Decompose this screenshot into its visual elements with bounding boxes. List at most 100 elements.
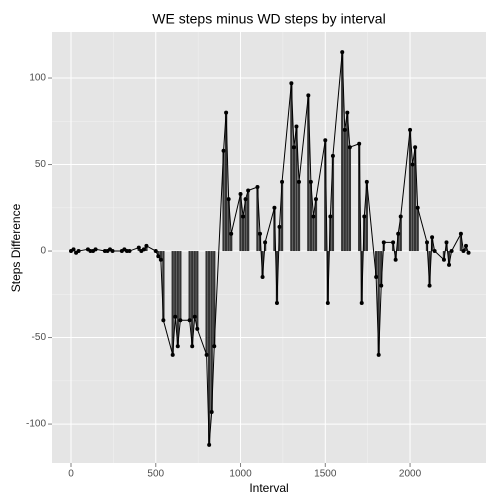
bar bbox=[196, 251, 199, 329]
y-axis-title: Steps Difference bbox=[9, 203, 23, 292]
point bbox=[432, 249, 437, 254]
point bbox=[274, 300, 279, 305]
bar bbox=[222, 150, 225, 252]
point bbox=[238, 191, 243, 196]
point bbox=[258, 231, 263, 236]
point bbox=[127, 249, 132, 254]
bar bbox=[348, 147, 352, 252]
bar bbox=[159, 251, 162, 260]
point bbox=[345, 110, 350, 115]
point bbox=[187, 318, 192, 323]
bar bbox=[442, 251, 446, 260]
point bbox=[241, 214, 246, 219]
x-tick-label: 0 bbox=[68, 469, 74, 480]
point bbox=[463, 243, 468, 248]
point bbox=[291, 145, 296, 150]
point bbox=[207, 442, 212, 447]
bar bbox=[176, 251, 179, 347]
point bbox=[255, 185, 260, 190]
bar bbox=[230, 233, 233, 252]
bar bbox=[324, 140, 327, 252]
bar bbox=[227, 199, 230, 252]
point bbox=[289, 81, 294, 86]
point bbox=[393, 257, 398, 262]
point bbox=[212, 344, 217, 349]
bar bbox=[312, 216, 315, 252]
point bbox=[359, 300, 364, 305]
bar bbox=[399, 216, 402, 252]
point bbox=[427, 283, 432, 288]
bar bbox=[377, 251, 380, 355]
bar bbox=[193, 251, 196, 317]
bar bbox=[416, 207, 419, 252]
bar bbox=[191, 251, 194, 347]
point bbox=[280, 179, 285, 184]
bar bbox=[247, 190, 250, 252]
point bbox=[396, 231, 401, 236]
point bbox=[277, 224, 282, 229]
bar bbox=[363, 216, 366, 252]
bar bbox=[341, 52, 344, 252]
x-tick-label: 2000 bbox=[399, 469, 422, 480]
bar bbox=[307, 95, 310, 252]
bar bbox=[428, 251, 431, 286]
point bbox=[158, 257, 163, 262]
point bbox=[330, 153, 335, 158]
bar bbox=[213, 251, 216, 347]
bar bbox=[241, 216, 245, 252]
bar bbox=[365, 181, 368, 252]
bar bbox=[346, 112, 349, 252]
bar bbox=[343, 129, 346, 252]
point bbox=[413, 145, 418, 150]
point bbox=[243, 197, 248, 202]
point bbox=[272, 205, 277, 210]
bar bbox=[145, 245, 148, 252]
point bbox=[144, 243, 149, 248]
bar bbox=[157, 251, 160, 257]
point bbox=[311, 214, 316, 219]
bar bbox=[374, 251, 378, 278]
point bbox=[425, 240, 430, 245]
point bbox=[323, 138, 328, 143]
bar bbox=[261, 251, 264, 278]
bar bbox=[162, 251, 165, 321]
x-tick-label: 500 bbox=[147, 469, 164, 480]
bar bbox=[447, 251, 451, 265]
bar bbox=[413, 147, 417, 252]
point bbox=[170, 352, 175, 357]
bar bbox=[358, 143, 361, 252]
point bbox=[379, 283, 384, 288]
bar bbox=[205, 251, 208, 355]
point bbox=[376, 352, 381, 357]
x-axis-title: Interval bbox=[249, 481, 288, 495]
point bbox=[458, 231, 463, 236]
point bbox=[447, 262, 452, 267]
bar bbox=[309, 181, 313, 252]
bar bbox=[244, 199, 247, 252]
point bbox=[136, 245, 141, 250]
point bbox=[308, 179, 313, 184]
chart-title: WE steps minus WD steps by interval bbox=[152, 11, 385, 27]
point bbox=[449, 249, 454, 254]
bar bbox=[174, 251, 177, 317]
bar bbox=[239, 193, 242, 252]
point bbox=[294, 124, 299, 129]
point bbox=[408, 127, 413, 132]
point bbox=[410, 162, 415, 167]
point bbox=[391, 240, 396, 245]
point bbox=[328, 214, 333, 219]
y-tick-label: 50 bbox=[35, 159, 47, 170]
point bbox=[178, 318, 183, 323]
point bbox=[224, 110, 229, 115]
point bbox=[110, 249, 115, 254]
bar bbox=[256, 187, 259, 252]
bar bbox=[280, 181, 284, 252]
point bbox=[374, 275, 379, 280]
bar bbox=[179, 251, 182, 321]
point bbox=[362, 214, 367, 219]
point bbox=[466, 250, 471, 255]
point bbox=[192, 314, 197, 319]
point bbox=[195, 326, 200, 331]
point bbox=[306, 93, 311, 98]
bar bbox=[464, 245, 468, 252]
